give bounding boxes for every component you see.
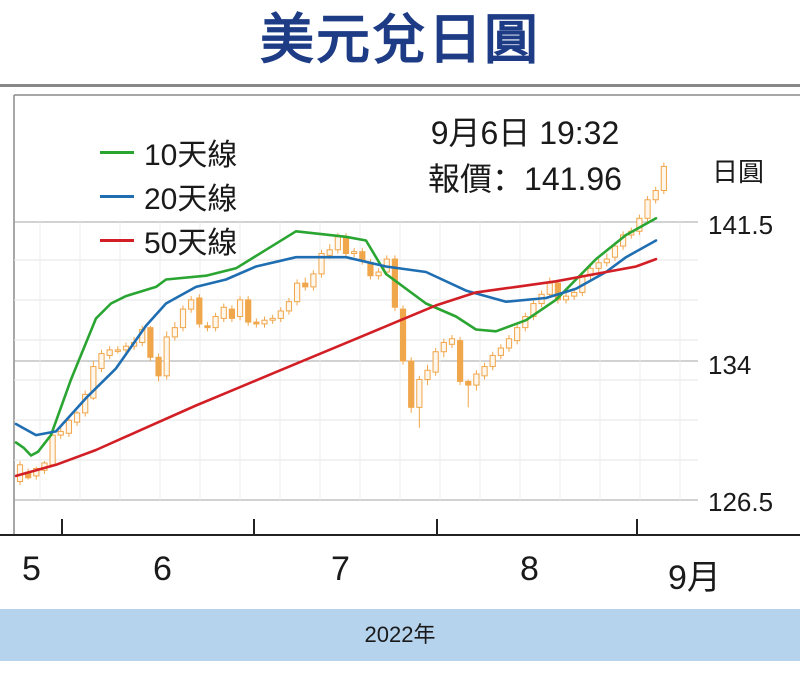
candle-body-34	[294, 282, 301, 303]
candle-body-73	[611, 245, 619, 258]
candle-body-22	[196, 297, 203, 325]
candle-body-66	[554, 282, 561, 301]
candle-body-27	[236, 299, 244, 318]
candle-body-48	[408, 360, 415, 408]
candle-body-47	[399, 308, 407, 362]
candle-body-55	[465, 380, 472, 386]
candle-body-36	[310, 273, 317, 288]
candle-body-18	[163, 336, 170, 377]
candle-body-32	[277, 310, 284, 319]
candle-body-51	[432, 351, 439, 373]
price-chart	[0, 94, 800, 536]
legend-swatch-10d	[100, 150, 134, 154]
candle-body-71	[595, 262, 602, 269]
readout-price: 報價：141.96	[428, 161, 622, 197]
readout-datetime: 9月6日 19:32	[430, 115, 620, 151]
candle-body-19	[171, 327, 178, 338]
candle-body-16	[147, 327, 154, 358]
candle-body-58	[489, 354, 496, 368]
candle-body-61	[514, 327, 521, 342]
chart-title: 美元兌日圓	[260, 8, 540, 71]
legend-swatch-20d	[100, 194, 134, 198]
candle-body-20	[179, 308, 187, 329]
candle-body-56	[473, 373, 480, 386]
legend-label-10d: 10天線	[144, 139, 238, 172]
candle-body-17	[155, 356, 162, 377]
candle-body-43	[367, 262, 374, 277]
candle-body-24	[212, 316, 219, 329]
x-tick-sep: 9月	[668, 559, 721, 597]
candle-body-39	[334, 236, 341, 251]
x-axis-layer	[0, 519, 800, 536]
candle-body-11	[106, 349, 113, 356]
y-tick-126-5: 126.5	[708, 487, 774, 517]
ma-series-line-2	[14, 257, 658, 478]
candle-body-7	[73, 412, 81, 423]
candle-body-9	[90, 366, 97, 399]
candle-body-4	[49, 434, 56, 466]
candle-body-5	[57, 430, 64, 436]
candle-body-60	[505, 338, 513, 349]
candle-body-21	[188, 299, 195, 310]
x-tick-may: 5	[22, 550, 41, 588]
y-tick-134: 134	[708, 350, 752, 380]
year-footer: 2022年	[0, 609, 800, 661]
legend-swatch-50d	[100, 238, 134, 242]
candle-body-40	[342, 236, 350, 255]
candle-body-23	[204, 325, 211, 329]
price-readout: 9月6日 19:32 報價：141.96	[405, 110, 645, 202]
candle-body-78	[652, 189, 659, 201]
title-divider	[0, 84, 800, 87]
candle-body-50	[424, 369, 431, 381]
candle-body-44	[375, 271, 382, 277]
candle-body-30	[261, 319, 268, 325]
legend-item-10d: 10天線	[100, 130, 237, 174]
candle-body-65	[546, 282, 553, 295]
ma-series-line-1	[14, 239, 658, 437]
legend-label-50d: 50天線	[144, 227, 238, 260]
y-tick-141-5: 141.5	[708, 210, 774, 240]
candle-body-13	[122, 345, 130, 351]
candle-body-25	[220, 306, 227, 319]
legend-item-20d: 20天線	[100, 174, 237, 218]
candle-body-53	[448, 338, 456, 345]
candle-body-26	[228, 308, 236, 319]
y-axis-unit: 日圓	[712, 157, 765, 187]
candle-body-41	[351, 251, 358, 255]
candle-body-35	[302, 282, 309, 288]
candle-body-31	[269, 317, 276, 321]
candle-body-68	[571, 291, 578, 297]
candle-body-37	[318, 253, 325, 275]
x-tick-jun: 6	[153, 550, 172, 588]
x-tick-jul: 7	[331, 550, 350, 588]
candle-body-77	[644, 199, 651, 219]
legend: 10天線 20天線 50天線	[100, 130, 237, 262]
ma-line-layer	[14, 217, 658, 478]
candle-body-12	[114, 349, 121, 352]
candle-body-79	[660, 165, 667, 191]
candle-body-10	[98, 353, 105, 369]
candle-body-29	[253, 321, 260, 325]
candle-body-28	[245, 299, 252, 323]
x-tick-aug: 8	[520, 550, 539, 588]
legend-label-20d: 20天線	[144, 183, 238, 216]
candle-body-33	[285, 301, 293, 312]
candle-body-72	[603, 258, 610, 264]
candle-body-49	[416, 379, 423, 408]
candle-body-38	[326, 249, 333, 256]
candle-body-59	[497, 347, 504, 356]
candle-body-57	[481, 366, 488, 377]
candle-body-54	[457, 340, 464, 382]
candle-body-67	[562, 295, 570, 301]
legend-item-50d: 50天線	[100, 218, 237, 262]
candle-body-6	[65, 419, 73, 434]
ma-series-line-0	[14, 217, 658, 457]
candle-body-52	[440, 341, 447, 353]
